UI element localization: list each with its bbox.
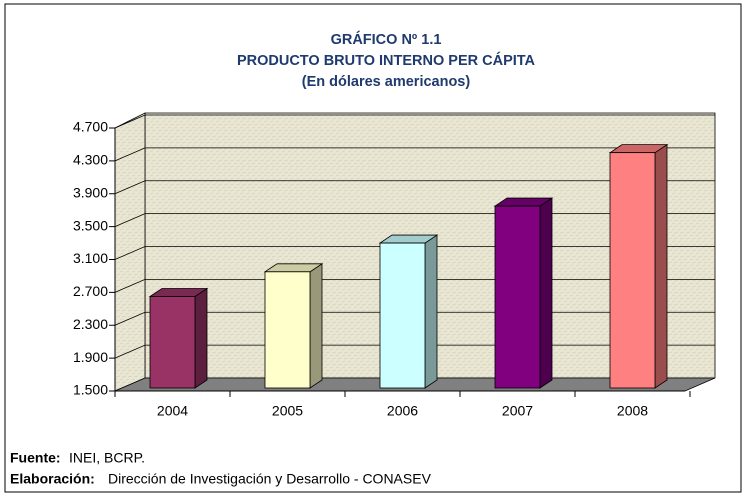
footer-label: Elaboración: <box>10 471 95 487</box>
x-tick-label: 2004 <box>157 403 188 419</box>
y-tick-label: 4.300 <box>73 152 108 168</box>
y-tick-label: 3.900 <box>73 184 108 200</box>
bar-side <box>309 263 323 389</box>
chart-title: GRÁFICO Nº 1.1 <box>331 31 442 48</box>
x-tick-label: 2007 <box>502 403 533 419</box>
footer-label: Fuente: <box>10 450 61 466</box>
bar <box>609 152 656 389</box>
x-tick-label: 2005 <box>272 403 303 419</box>
y-tick-label: 4.700 <box>73 119 108 135</box>
bar-side <box>194 287 208 389</box>
y-tick-label: 1.500 <box>73 382 108 398</box>
bar <box>494 205 541 389</box>
y-tick-label: 3.100 <box>73 250 108 266</box>
y-tick-label: 2.700 <box>73 283 108 299</box>
y-tick-label: 3.500 <box>73 217 108 233</box>
bar-side <box>539 197 553 389</box>
grid-line <box>114 114 715 129</box>
bar-side <box>424 234 438 389</box>
chart-subtitle: (En dólares americanos) <box>302 74 471 90</box>
bar <box>379 242 426 389</box>
y-tick-label: 2.300 <box>73 316 108 332</box>
bar-side <box>654 143 668 389</box>
x-tick-label: 2006 <box>387 403 418 419</box>
footer-text: INEI, BCRP. <box>69 450 145 466</box>
y-tick-label: 1.900 <box>73 349 108 365</box>
footer-text: Dirección de Investigación y Desarrollo … <box>108 471 432 487</box>
x-tick-label: 2008 <box>617 403 648 419</box>
bar <box>149 296 196 389</box>
grid-line <box>114 147 715 162</box>
bar <box>264 271 311 389</box>
grid-line <box>114 180 715 195</box>
chart-title: PRODUCTO BRUTO INTERNO PER CÁPITA <box>237 52 536 69</box>
